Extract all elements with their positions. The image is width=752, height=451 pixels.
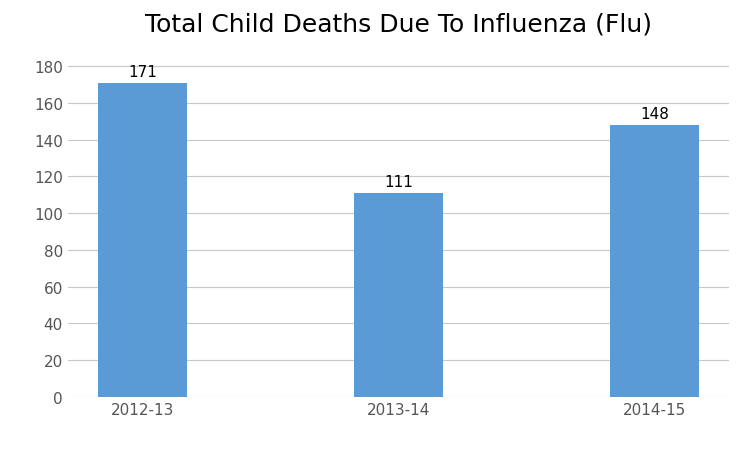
Bar — [610, 126, 699, 397]
Text: 148: 148 — [640, 107, 669, 122]
Title: Total Child Deaths Due To Influenza (Flu): Total Child Deaths Due To Influenza (Flu… — [145, 12, 652, 36]
Bar — [98, 83, 187, 397]
Text: 111: 111 — [384, 175, 413, 190]
Bar — [353, 193, 444, 397]
Text: 171: 171 — [128, 65, 157, 80]
